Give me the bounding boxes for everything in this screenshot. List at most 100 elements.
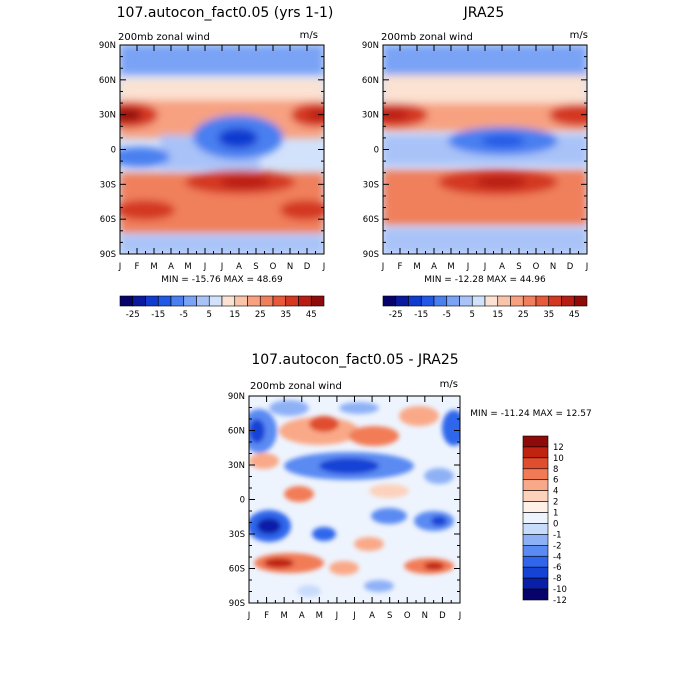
- contour-field: [383, 45, 587, 254]
- colorbar-swatch: [119, 295, 134, 307]
- colorbar-label: -6: [553, 563, 561, 573]
- x-tick-label: N: [287, 262, 293, 272]
- x-tick-label: J: [203, 262, 207, 272]
- colorbar-swatch: [310, 295, 325, 307]
- colorbar-label: 6: [553, 476, 558, 486]
- colorbar-swatch: [522, 545, 549, 557]
- panel-difference: 107.autocon_fact0.05 - JRA25 200mb zonal…: [228, 352, 592, 621]
- colorbar-label: 8: [553, 465, 558, 475]
- colorbar-swatch: [573, 295, 588, 307]
- colorbar-label: -5: [180, 310, 188, 320]
- colorbar-swatch: [522, 457, 549, 470]
- colorbar-swatch: [548, 295, 562, 307]
- x-tick-label: F: [398, 262, 403, 272]
- x-tick-label: J: [118, 262, 122, 272]
- panel-units: m/s: [570, 30, 588, 41]
- y-tick-label: 0: [240, 496, 245, 506]
- colorbar-label: -15: [151, 310, 165, 320]
- colorbar-swatch: [272, 295, 287, 307]
- colorbar-swatch: [522, 479, 549, 491]
- colorbar-swatch: [522, 446, 549, 459]
- x-tick-label: J: [458, 611, 462, 621]
- colorbar-label: 25: [518, 310, 529, 320]
- colorbar-label: 15: [229, 310, 240, 320]
- colorbar-swatch: [234, 295, 248, 307]
- y-tick-label: 60S: [363, 215, 379, 225]
- colorbar-swatch: [183, 295, 197, 307]
- x-tick-label: M: [184, 262, 191, 272]
- colorbar-swatch: [522, 523, 549, 535]
- colorbar-label: -2: [553, 541, 561, 551]
- colorbar-swatch: [247, 295, 261, 307]
- colorbar-swatch: [522, 577, 549, 590]
- colorbar-label: 5: [470, 310, 475, 320]
- colorbar-label: -25: [389, 310, 403, 320]
- x-tick-label: N: [422, 611, 428, 621]
- x-tick-label: J: [352, 611, 356, 621]
- x-tick-label: A: [369, 611, 375, 621]
- min-max-label: MIN = -11.24 MAX = 12.57: [470, 409, 591, 419]
- x-tick-label: S: [253, 262, 258, 272]
- colorbar-label: 45: [569, 310, 580, 320]
- y-tick-label: 0: [111, 146, 116, 156]
- colorbar-swatch: [522, 555, 549, 568]
- x-tick-label: S: [387, 611, 392, 621]
- colorbar-swatch: [522, 468, 549, 481]
- colorbar-swatch: [259, 295, 274, 307]
- x-tick-label: O: [533, 262, 540, 272]
- colorbar-swatch: [522, 534, 549, 546]
- x-tick-label: D: [439, 611, 446, 621]
- colorbar-label: 4: [553, 487, 558, 497]
- panel-title: 107.autocon_fact0.05 - JRA25: [251, 352, 458, 368]
- colorbar-swatch: [395, 295, 409, 307]
- y-tick-label: 60S: [229, 565, 245, 575]
- x-tick-label: J: [483, 262, 487, 272]
- x-tick-label: M: [280, 611, 287, 621]
- colorbar-label: -10: [553, 585, 567, 595]
- colorbar-swatch: [471, 295, 486, 307]
- x-tick-label: M: [150, 262, 157, 272]
- colorbar-swatch: [157, 295, 172, 307]
- colorbar-label: 25: [255, 310, 266, 320]
- colorbar-swatch: [420, 295, 435, 307]
- colorbar-label: -8: [553, 574, 561, 584]
- colorbar: -25 -15 -5 5 15 25 35 45: [382, 295, 588, 320]
- colorbar-label: 1: [553, 509, 558, 519]
- colorbar-swatch: [522, 295, 537, 307]
- min-max-label: MIN = -15.76 MAX = 48.69: [161, 275, 283, 285]
- x-tick-label: A: [499, 262, 505, 272]
- x-tick-label: D: [304, 262, 311, 272]
- y-tick-label: 30N: [362, 111, 379, 121]
- y-tick-label: 60N: [99, 76, 116, 86]
- x-tick-label: M: [316, 611, 323, 621]
- y-tick-label: 60N: [228, 427, 245, 437]
- colorbar-swatch: [433, 295, 448, 307]
- colorbar-swatch: [484, 295, 499, 307]
- colorbar-label: 35: [543, 310, 554, 320]
- colorbar-label: 45: [306, 310, 317, 320]
- colorbar-swatch: [522, 501, 549, 513]
- y-tick-label: 60N: [362, 76, 379, 86]
- colorbar-label: -4: [553, 552, 561, 562]
- x-tick-label: J: [335, 611, 339, 621]
- x-tick-label: N: [550, 262, 556, 272]
- colorbar-swatch: [408, 295, 422, 307]
- panel-title: JRA25: [463, 5, 505, 21]
- colorbar-swatch: [522, 435, 549, 448]
- y-tick-label: 30N: [99, 111, 116, 121]
- contour-field: [249, 396, 460, 603]
- colorbar-label: 2: [553, 498, 558, 508]
- x-tick-label: M: [413, 262, 420, 272]
- panel-units: m/s: [440, 379, 458, 390]
- y-tick-label: 30S: [363, 180, 379, 190]
- x-tick-label: J: [322, 262, 326, 272]
- colorbar-swatch: [170, 295, 185, 307]
- x-tick-label: F: [135, 262, 140, 272]
- colorbar-swatch: [522, 512, 549, 524]
- colorbar-label: -1: [553, 530, 561, 540]
- y-tick-label: 0: [374, 146, 379, 156]
